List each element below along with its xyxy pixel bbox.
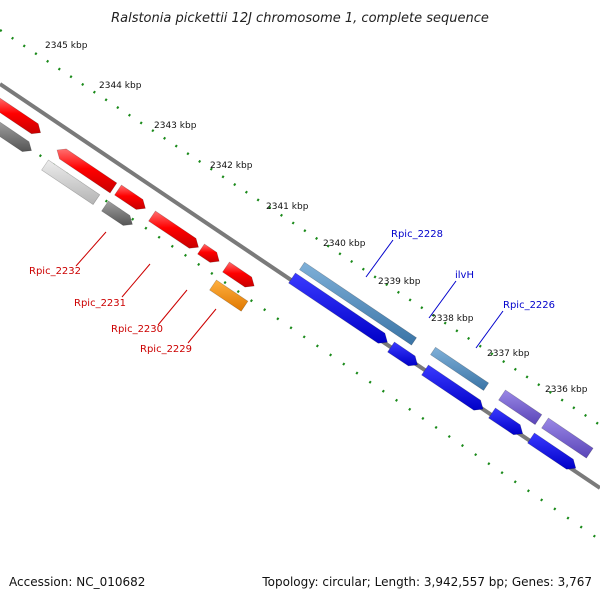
gene-blue-feature[interactable] [288,272,388,344]
gene-gray-feature[interactable] [101,200,133,226]
callout-rpic-2228 [365,239,394,278]
gene-labels: Rpic_2232 Rpic_2231 Rpic_2230 Rpic_2229 … [29,229,555,355]
gene-red-feature[interactable] [197,243,220,263]
kbp-label: 2339 kbp [378,277,421,287]
gene-purple-feature[interactable] [541,417,594,459]
kbp-label: 2340 kbp [323,239,366,249]
gene-red-feature[interactable] [0,97,41,135]
kbp-label: 2341 kbp [266,202,309,212]
kbp-label: 2344 kbp [99,81,142,91]
map-title: Ralstonia pickettii 12J chromosome 1, co… [111,11,489,26]
gene-blue-feature[interactable] [488,407,524,436]
kbp-label: 2338 kbp [431,314,474,324]
gene-steel-feature[interactable] [299,261,417,346]
gene-red-feature[interactable] [148,210,199,249]
gene-blue-feature[interactable] [387,341,418,367]
genome-summary-text: Topology: circular; Length: 3,942,557 bp… [261,575,592,589]
kbp-scale: 2345 kbp 2344 kbp 2343 kbp 2342 kbp 2341 kbp… [45,41,588,395]
callout-rpic-2226 [475,310,504,349]
gene-purple-feature[interactable] [498,389,543,426]
gene-label-rpic-2228[interactable]: Rpic_2228 [391,229,443,240]
accession-text: Accession: NC_010682 [9,575,145,589]
gene-label-rpic-2232[interactable]: Rpic_2232 [29,266,81,277]
gene-label-rpic-2226[interactable]: Rpic_2226 [503,300,555,311]
gene-red-feature[interactable] [56,148,118,194]
gene-label-rpic-2229[interactable]: Rpic_2229 [140,344,192,355]
gene-blue-feature[interactable] [421,364,484,411]
kbp-label: 2336 kbp [545,385,588,395]
gene-red-feature[interactable] [114,184,146,210]
gene-callouts [75,231,504,349]
gene-gray-feature[interactable] [41,159,101,206]
outer-tick-track [0,28,600,427]
gene-red-feature[interactable] [222,261,255,288]
kbp-label: 2337 kbp [487,349,530,359]
gene-gray-feature[interactable] [0,121,32,152]
gene-orange-feature[interactable] [209,279,249,312]
callout-rpic-2229 [187,308,217,344]
kbp-label: 2345 kbp [45,41,88,51]
gene-label-ilvh[interactable]: ilvH [455,270,474,281]
kbp-label: 2343 kbp [154,121,197,131]
gene-blue-feature[interactable] [527,432,577,470]
callout-ilvh [428,280,457,319]
gene-label-rpic-2231[interactable]: Rpic_2231 [74,298,126,309]
kbp-label: 2342 kbp [210,161,253,171]
callout-rpic-2232 [75,231,107,267]
callout-rpic-2230 [157,289,188,326]
gene-label-rpic-2230[interactable]: Rpic_2230 [111,324,163,335]
gene-steel-feature[interactable] [430,346,490,391]
callout-rpic-2231 [121,263,151,298]
gene-features [0,97,594,470]
